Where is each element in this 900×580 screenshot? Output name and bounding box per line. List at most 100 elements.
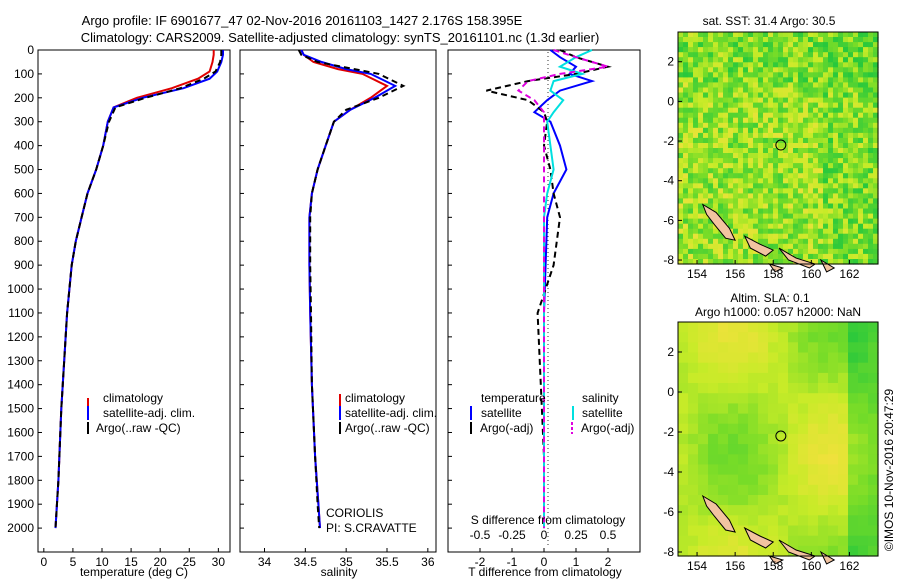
map-cell <box>683 82 689 88</box>
map-cell <box>728 403 739 415</box>
map-cell <box>778 178 784 184</box>
map-cell <box>708 72 714 78</box>
map-cell <box>823 223 829 230</box>
map-cell <box>853 188 859 194</box>
map-cell <box>798 342 809 354</box>
map-cell <box>828 332 839 343</box>
map-cell <box>858 444 869 455</box>
map-cell <box>753 122 759 129</box>
map-cell <box>858 362 869 374</box>
map-cell <box>778 433 789 445</box>
map-cell <box>828 107 834 114</box>
map-cell <box>728 137 734 144</box>
map-cell <box>843 47 849 53</box>
map-cell <box>718 525 729 537</box>
y-tick-label: 1100 <box>8 306 34 320</box>
map-cell <box>848 248 854 255</box>
map-cell <box>748 505 759 516</box>
map-cell <box>868 193 874 199</box>
map-cell <box>858 203 864 210</box>
map-cell <box>698 362 709 374</box>
map-cell <box>678 372 689 384</box>
map-cell <box>738 474 749 486</box>
map-cell <box>828 137 834 144</box>
map-cell <box>808 332 819 343</box>
map-cell <box>848 198 854 204</box>
map-cell <box>843 223 849 230</box>
map-cell <box>808 173 814 179</box>
map-cell <box>788 383 799 394</box>
map-cell <box>728 148 734 154</box>
map-cell <box>768 122 774 129</box>
map-cell <box>828 143 834 149</box>
map-cell <box>688 148 694 154</box>
map-cell <box>763 87 769 94</box>
map-cell <box>688 137 694 144</box>
map-cell <box>718 97 724 104</box>
map-cell <box>843 107 849 114</box>
map-cell <box>698 137 704 144</box>
map-cell <box>768 208 774 215</box>
map-cell <box>753 117 759 124</box>
map-cell <box>728 423 739 435</box>
map-cell <box>733 77 739 83</box>
map-cell <box>738 127 744 134</box>
map-cell <box>788 362 799 374</box>
map-cell <box>783 153 789 159</box>
map-cell <box>688 178 694 184</box>
legend-climatology: climatology <box>103 391 163 405</box>
map-cell <box>823 168 829 174</box>
map-cell <box>798 37 804 43</box>
map-cell <box>713 163 719 169</box>
map-cell <box>758 193 764 199</box>
map-cell <box>863 127 869 134</box>
map-cell <box>728 87 734 94</box>
map-cell <box>848 423 859 435</box>
map-cell <box>738 352 749 364</box>
map-cell <box>738 322 749 333</box>
map-cell <box>748 122 754 129</box>
map-cell <box>833 158 839 164</box>
map-cell <box>768 515 779 527</box>
map-cell <box>698 423 709 435</box>
map-cell <box>858 413 869 425</box>
map-cell <box>753 223 759 230</box>
map-cell <box>823 87 829 94</box>
map-cell <box>698 143 704 149</box>
map-cell <box>873 37 879 43</box>
map-cell <box>868 32 874 38</box>
map-cell <box>793 153 799 159</box>
map-cell <box>783 213 789 220</box>
map-cell <box>823 203 829 210</box>
map-cell <box>768 107 774 114</box>
map-cell <box>718 243 724 250</box>
map-cell <box>808 218 814 225</box>
map-cell <box>708 148 714 154</box>
map-cell <box>823 77 829 83</box>
map-cell <box>758 372 769 384</box>
map-cell <box>713 253 719 260</box>
map-cell <box>833 259 839 265</box>
map-cell <box>683 178 689 184</box>
map-cell <box>678 82 684 88</box>
map-cell <box>808 505 819 516</box>
map-cell <box>683 102 689 109</box>
map-cell <box>678 57 684 63</box>
map-cell <box>853 243 859 250</box>
map-cell <box>853 183 859 189</box>
map-cell <box>773 203 779 210</box>
map-cell <box>858 158 864 164</box>
map-cell <box>823 112 829 119</box>
map-cell <box>703 82 709 88</box>
map-cell <box>723 178 729 184</box>
map-cell <box>718 495 729 506</box>
map-cell <box>688 153 694 159</box>
map-cell <box>818 372 829 384</box>
map-cell <box>683 132 689 139</box>
map-cell <box>708 57 714 63</box>
map-cell <box>703 158 709 164</box>
map-cell <box>758 117 764 124</box>
map-cell <box>688 122 694 129</box>
map-cell <box>723 213 729 220</box>
map-cell <box>688 464 699 476</box>
